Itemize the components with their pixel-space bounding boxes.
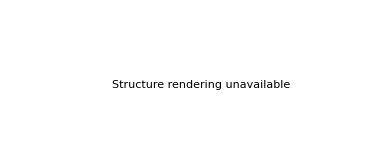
Text: Structure rendering unavailable: Structure rendering unavailable [112, 80, 290, 90]
